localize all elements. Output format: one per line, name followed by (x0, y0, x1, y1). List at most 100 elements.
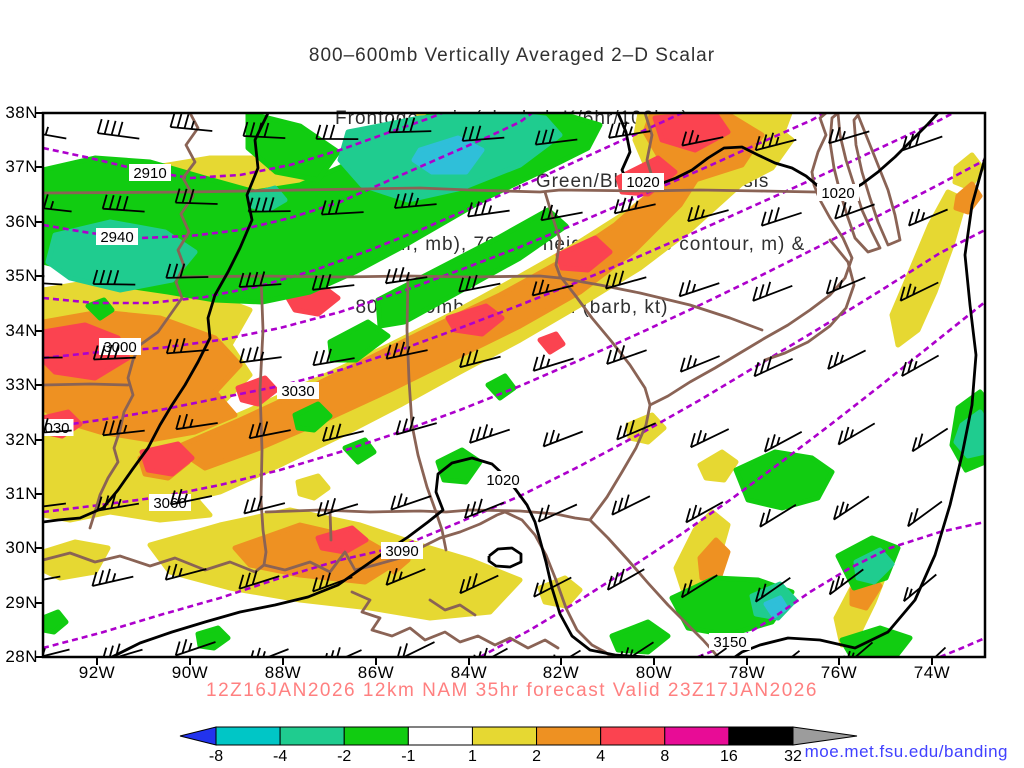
wind-barb (827, 349, 867, 370)
colorbar-tick-label: -8 (208, 748, 224, 765)
wind-barb (92, 269, 136, 286)
contour-label-box (622, 173, 664, 190)
wind-barb (616, 419, 657, 441)
colorbar-segment (728, 726, 794, 746)
border-line (43, 510, 507, 574)
wind-barb (43, 119, 67, 140)
wind-barb (606, 568, 645, 591)
wind-barb (613, 196, 656, 215)
lat-axis-label: 29N (5, 593, 38, 612)
wind-barb (533, 576, 572, 598)
lat-axis-label: 32N (5, 430, 38, 449)
purple-height-contour (43, 113, 954, 430)
colorbar-right-arrow (792, 726, 858, 746)
wind-barb (384, 266, 428, 285)
shaded-region-red (555, 235, 613, 273)
wind-barb (834, 202, 875, 220)
wind-barb (243, 495, 286, 515)
colorbar-left-arrow (179, 726, 217, 746)
border-line (264, 508, 592, 522)
wind-barb (690, 428, 730, 449)
shaded-region-yellow (295, 473, 331, 501)
wind-barb (312, 572, 353, 593)
wind-barb (908, 208, 948, 227)
border-line (810, 113, 828, 174)
wind-barb (174, 638, 216, 657)
border-line (543, 190, 562, 278)
weather-map: 2910 2940 3000 030 3030 3060 3090 3150 1020 1020 1… (35, 111, 987, 665)
wind-barb (165, 338, 209, 355)
contour-label: 3150 (713, 634, 746, 651)
contour-label-box (96, 228, 138, 245)
wind-barb (754, 132, 797, 152)
wind-barb (239, 346, 282, 364)
colorbar-segment (536, 726, 602, 746)
wind-barb (685, 501, 724, 524)
wind-barb (687, 205, 729, 223)
wind-barb (828, 568, 864, 596)
wind-barbs (43, 113, 949, 657)
shaded-region-orange (953, 181, 983, 215)
lon-axis-label: 78W (728, 663, 766, 682)
purple-height-contour (43, 113, 683, 305)
wind-barb (96, 118, 140, 140)
mslp-contour (111, 456, 646, 657)
wind-barb (43, 418, 72, 434)
shaded-region-green (342, 437, 377, 465)
contour-label-box (129, 164, 171, 181)
wind-barb (825, 276, 866, 295)
wind-barb (759, 504, 797, 528)
mslp-contour (734, 157, 985, 657)
state-borders (43, 113, 902, 657)
shaded-region-orange (697, 537, 731, 585)
wind-barb (174, 188, 218, 205)
colorbar-segment (471, 726, 538, 746)
wind-barb (469, 424, 510, 444)
lon-axis-label: 74W (913, 663, 951, 682)
contour-label: 1020 (486, 472, 519, 489)
border-line (852, 113, 902, 247)
shaded-region-green (375, 207, 569, 329)
shaded-region-green (435, 447, 483, 485)
wind-barb (681, 129, 724, 147)
wind-barb (96, 494, 140, 512)
wind-barb (611, 494, 651, 516)
wind-barb (911, 427, 949, 453)
wind-barb (531, 279, 574, 297)
border-line (350, 590, 560, 650)
lat-axis-label: 33N (5, 375, 38, 394)
purple-height-contour (43, 113, 533, 240)
wind-barb (91, 568, 134, 587)
lat-axis-label: 34N (5, 321, 38, 340)
wind-barb (754, 577, 791, 603)
colorbar-segment (407, 726, 473, 746)
wind-barb (934, 646, 947, 657)
wind-barb (388, 117, 432, 134)
wind-barb (43, 648, 70, 657)
wind-barb (534, 128, 578, 146)
contour-label: 3030 (281, 383, 314, 400)
wind-barb (43, 194, 72, 213)
wind-barb (458, 274, 501, 293)
shaded-region-green (195, 625, 231, 651)
colorbar-segment (279, 726, 345, 746)
shaded-region-yellow (952, 152, 985, 191)
purple-height-contour (939, 636, 985, 657)
border-line (428, 598, 477, 617)
mslp-contour (43, 113, 270, 524)
wind-barb (164, 563, 207, 581)
wind-barb (606, 345, 647, 365)
lon-axis-label: 80W (635, 663, 673, 682)
shaded-region-green (292, 401, 333, 433)
border-line (558, 274, 652, 407)
shaded-region-yellow (43, 539, 111, 581)
wind-barb (312, 348, 355, 367)
colorbar-tick-label: 1 (467, 748, 477, 765)
wind-barb (169, 488, 213, 506)
credit-link[interactable]: moe.met.fsu.edu/banding (804, 742, 1008, 761)
contour-label-box (817, 184, 859, 201)
border-line (180, 274, 764, 332)
border-line (43, 186, 832, 195)
contour-label: 1020 (821, 185, 854, 202)
wind-barb (790, 650, 801, 657)
